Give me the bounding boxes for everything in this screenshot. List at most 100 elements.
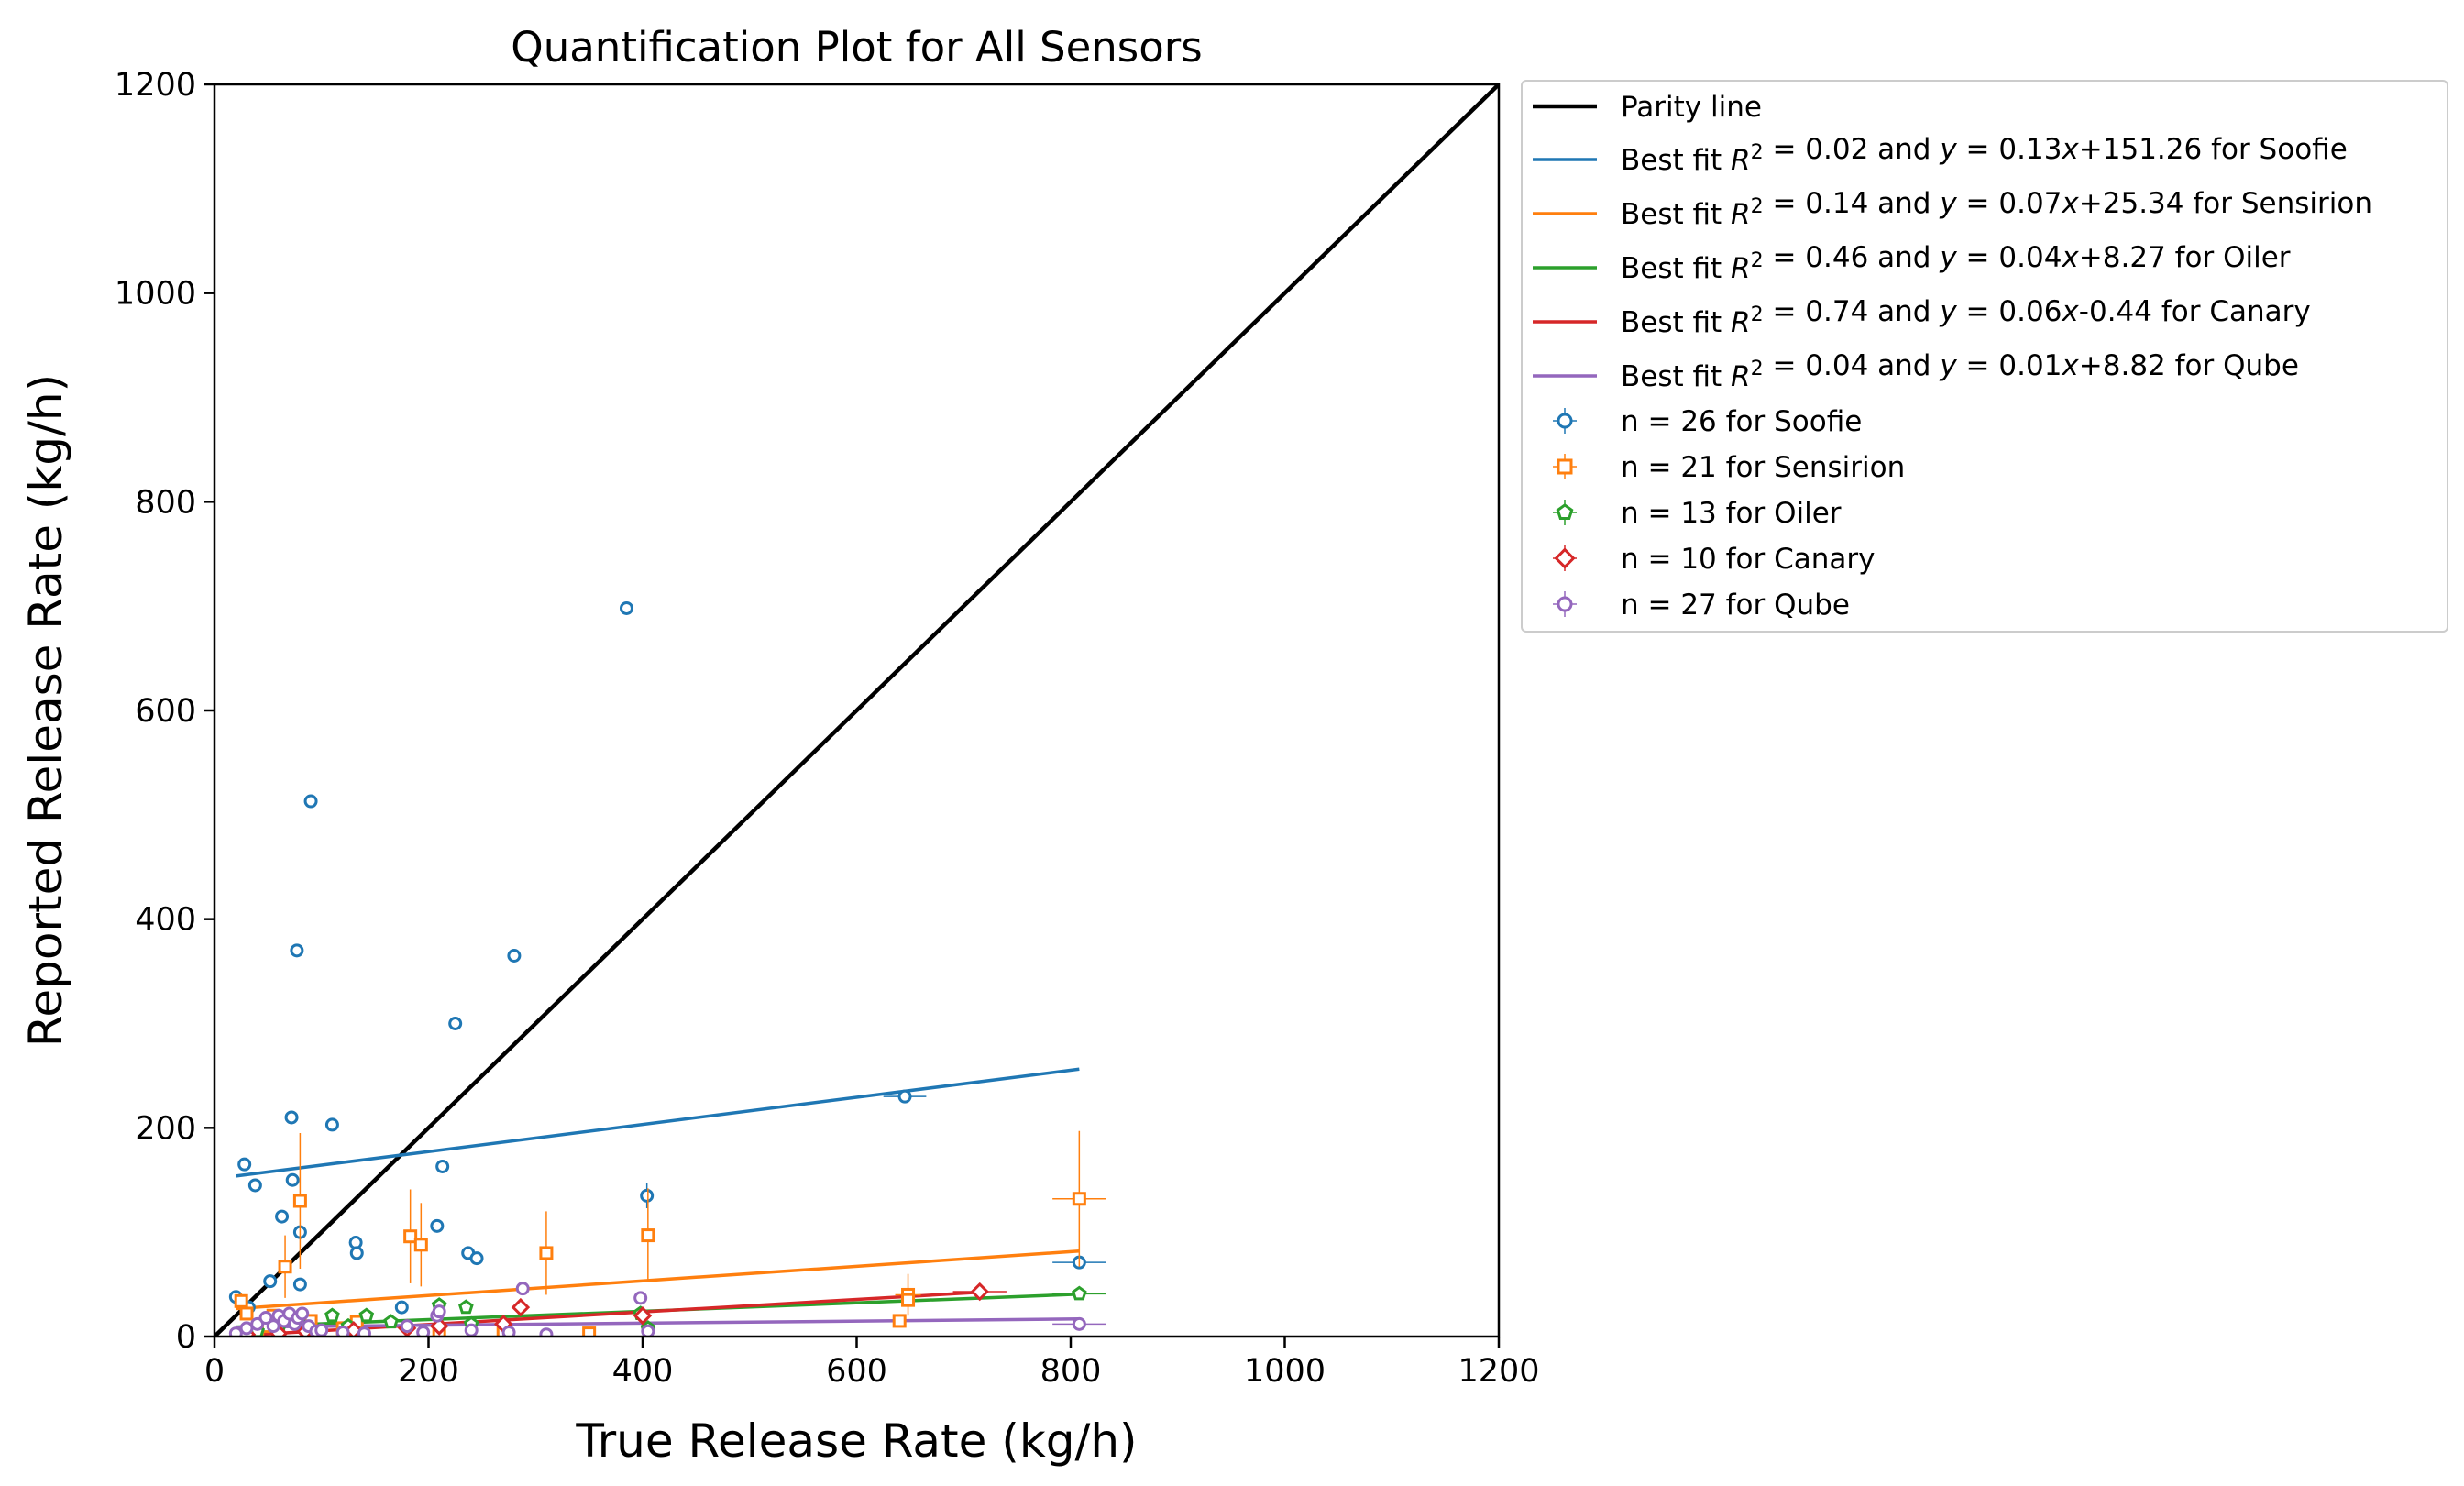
data-point [324,1117,339,1132]
data-point [511,1297,531,1317]
y-tick-label: 800 [135,484,196,521]
data-point [429,1316,449,1336]
data-point [469,1251,484,1266]
x-axis: 0 200 400 600 800 1000 1200 [204,1337,1540,1390]
data-point [539,1246,554,1260]
legend-label-fit-soofie: Best fit R2 = 0.02 and y = 0.13x+151.26 … [1621,133,2348,177]
legend-label-fit-sensirion: Best fit R2 = 0.14 and y = 0.07x+25.34 f… [1621,187,2372,231]
legend-label-count-qube: n = 27 for Qube [1621,589,1850,622]
data-point [258,1311,273,1326]
plot-area [214,84,1499,1337]
legend-label-count-canary: n = 10 for Canary [1621,543,1876,576]
y-axis-label: Reported Release Rate (kg/h) [19,374,72,1047]
series-soofie [228,600,1106,1315]
x-tick-label: 800 [1040,1353,1102,1390]
data-point [619,600,633,615]
fit-line-sensirion [236,1249,1080,1311]
y-tick-label: 1000 [115,276,196,313]
y-tick-label: 200 [135,1110,196,1147]
fit-line-soofie [236,1067,1080,1178]
data-point [515,1282,530,1296]
legend-label-fit-oiler: Best fit R2 = 0.46 and y = 0.04x+8.27 fo… [1621,241,2291,285]
fit-line-qube [236,1317,1080,1329]
data-point [295,1306,310,1321]
data-point [237,1157,252,1172]
data-point [239,1306,254,1321]
data-point [228,1326,243,1337]
data-point [641,1228,655,1243]
data-point [324,1307,340,1323]
series-qube [228,1282,1106,1337]
data-point [344,1320,363,1337]
data-point [640,1188,654,1203]
data-point [263,1274,278,1289]
data-point [416,1325,431,1337]
legend-frame [1521,80,2448,633]
legend-marker-canary [1554,547,1576,569]
data-point [1072,1192,1086,1206]
x-axis-label: True Release Rate (kg/h) [575,1414,1137,1468]
series-sensirion [234,1130,1106,1337]
data-point [970,1282,989,1302]
legend-marker-soofie [1556,413,1573,429]
data-point [292,1277,307,1292]
data-point [358,1307,375,1323]
legend-label-count-soofie: n = 26 for Soofie [1621,405,1862,438]
y-axis: 0 200 400 600 800 1000 1200 [115,67,214,1356]
y-tick-label: 400 [135,902,196,939]
data-point [458,1299,474,1315]
data-point [464,1323,478,1337]
y-tick-label: 600 [135,693,196,730]
data-point [336,1325,350,1337]
x-tick-label: 0 [204,1353,225,1390]
legend-label-count-oiler: n = 13 for Oiler [1621,497,1842,530]
legend: Parity line Best fit R2 = 0.02 and y = 0.… [1521,80,2448,633]
data-point [901,1293,916,1307]
y-tick-label: 1200 [115,67,196,104]
data-point [892,1314,907,1328]
data-point [632,1306,653,1326]
data-point [1072,1316,1086,1331]
data-point [278,1260,292,1274]
data-point [400,1319,414,1334]
data-point [284,1110,299,1125]
data-point [432,1304,446,1319]
data-point [303,794,318,809]
x-tick-label: 600 [826,1353,887,1390]
data-point [292,1194,307,1208]
legend-marker-oiler [1556,503,1574,521]
legend-marker-sensirion [1556,458,1573,475]
data-point [582,1326,597,1337]
data-point [1072,1285,1087,1301]
legend-marker-qube [1556,596,1573,612]
data-point [357,1326,371,1337]
data-point [383,1314,399,1329]
data-point [435,1159,450,1173]
legend-label-fit-qube: Best fit R2 = 0.04 and y = 0.01x+8.82 fo… [1621,349,2299,393]
legend-label-parity: Parity line [1621,91,1762,124]
y-tick-label: 0 [176,1319,196,1356]
data-point [394,1300,409,1315]
data-point [448,1017,463,1030]
x-tick-label: 200 [398,1353,459,1390]
data-point [349,1246,364,1260]
legend-label-count-sensirion: n = 21 for Sensirion [1621,451,1905,484]
data-point [633,1291,648,1305]
legend-label-fit-canary: Best fit R2 = 0.74 and y = 0.06x-0.44 fo… [1621,295,2311,339]
data-point [290,943,304,958]
chart-title: Quantification Plot for All Sensors [511,23,1202,72]
x-tick-label: 1000 [1244,1353,1326,1390]
data-point [507,949,522,963]
data-point [314,1323,329,1337]
data-point [413,1238,428,1252]
data-point [275,1209,290,1224]
data-point [539,1327,554,1337]
data-point [641,1324,655,1337]
x-tick-label: 1200 [1458,1353,1539,1390]
data-point [430,1218,445,1233]
data-point [897,1089,912,1104]
data-point [285,1172,300,1187]
data-point [248,1178,262,1193]
parity-line [214,84,1499,1337]
